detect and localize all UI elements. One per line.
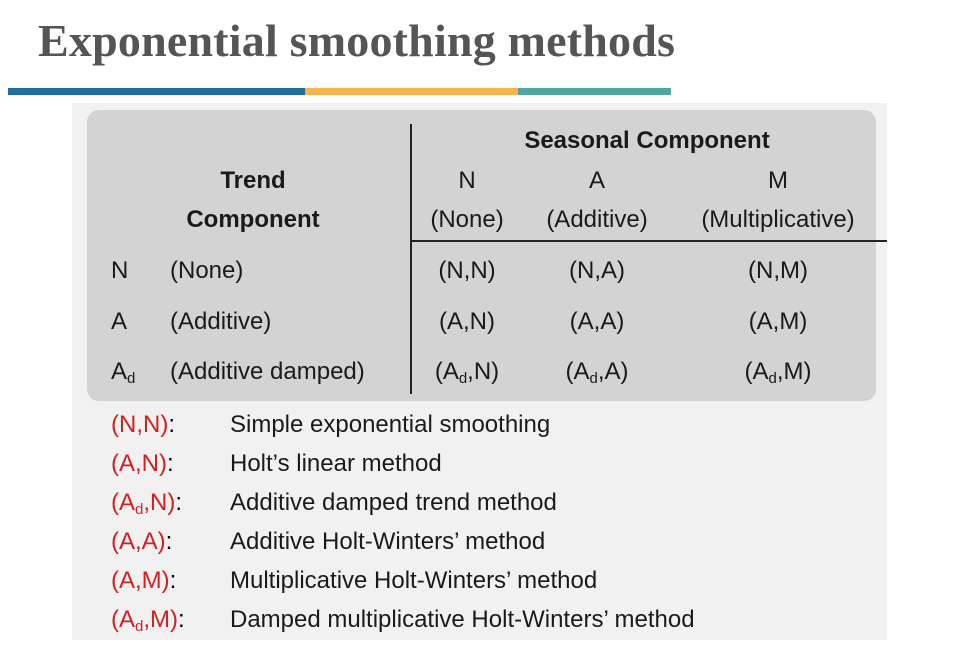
legend-description: Damped multiplicative Holt-Winters’ meth… bbox=[230, 606, 695, 633]
underline-segment-blue bbox=[8, 88, 305, 95]
table-cell: (N,A) bbox=[569, 257, 625, 284]
legend-description: Additive damped trend method bbox=[230, 489, 557, 516]
taxonomy-table bbox=[87, 110, 876, 401]
seasonal-col-label-multiplicative: (Multiplicative) bbox=[701, 206, 855, 233]
trend-row-label: (Additive) bbox=[170, 308, 272, 335]
legend-description: Additive Holt-Winters’ method bbox=[230, 528, 546, 555]
table-cell: (A,A) bbox=[569, 308, 625, 335]
legend-description: Simple exponential smoothing bbox=[230, 411, 551, 438]
table-cell: (A,N) bbox=[439, 308, 495, 335]
seasonal-col-label-additive: (Additive) bbox=[546, 206, 648, 233]
trend-component-header-line1: Trend bbox=[220, 167, 286, 194]
table-cell: (A,M) bbox=[748, 308, 808, 335]
table-horizontal-divider bbox=[410, 240, 887, 242]
page-title: Exponential smoothing methods bbox=[38, 15, 676, 66]
legend-code: (A,A): bbox=[111, 528, 173, 555]
legend-description: Holt’s linear method bbox=[230, 450, 442, 477]
underline-segment-orange bbox=[305, 88, 518, 95]
trend-row-code: Ad bbox=[111, 358, 136, 387]
title-underline bbox=[8, 88, 671, 95]
legend-code: (N,N): bbox=[111, 411, 175, 438]
legend-code: (Ad,N): bbox=[111, 489, 183, 518]
seasonal-col-code-n: N bbox=[458, 167, 476, 194]
legend-description: Multiplicative Holt-Winters’ method bbox=[230, 567, 598, 594]
legend-code: (Ad,M): bbox=[111, 606, 185, 635]
table-cell: (Ad,N) bbox=[434, 358, 500, 387]
table-cell: (Ad,A) bbox=[565, 358, 629, 387]
table-vertical-divider bbox=[410, 124, 412, 394]
trend-row-code: N bbox=[111, 257, 129, 284]
seasonal-component-header: Seasonal Component bbox=[524, 127, 770, 154]
seasonal-col-label-none: (None) bbox=[430, 206, 504, 233]
table-cell: (N,N) bbox=[438, 257, 496, 284]
underline-segment-teal bbox=[518, 88, 671, 95]
trend-row-label: (Additive damped) bbox=[170, 358, 365, 385]
table-cell: (N,M) bbox=[748, 257, 808, 284]
seasonal-col-code-m: M bbox=[768, 167, 788, 194]
trend-component-header-line2: Component bbox=[186, 206, 320, 233]
trend-row-label: (None) bbox=[170, 257, 244, 284]
seasonal-col-code-a: A bbox=[588, 167, 606, 194]
table-cell: (Ad,M) bbox=[744, 358, 812, 387]
legend-code: (A,M): bbox=[111, 567, 177, 594]
trend-row-code: A bbox=[111, 308, 128, 335]
legend-code: (A,N): bbox=[111, 450, 174, 477]
